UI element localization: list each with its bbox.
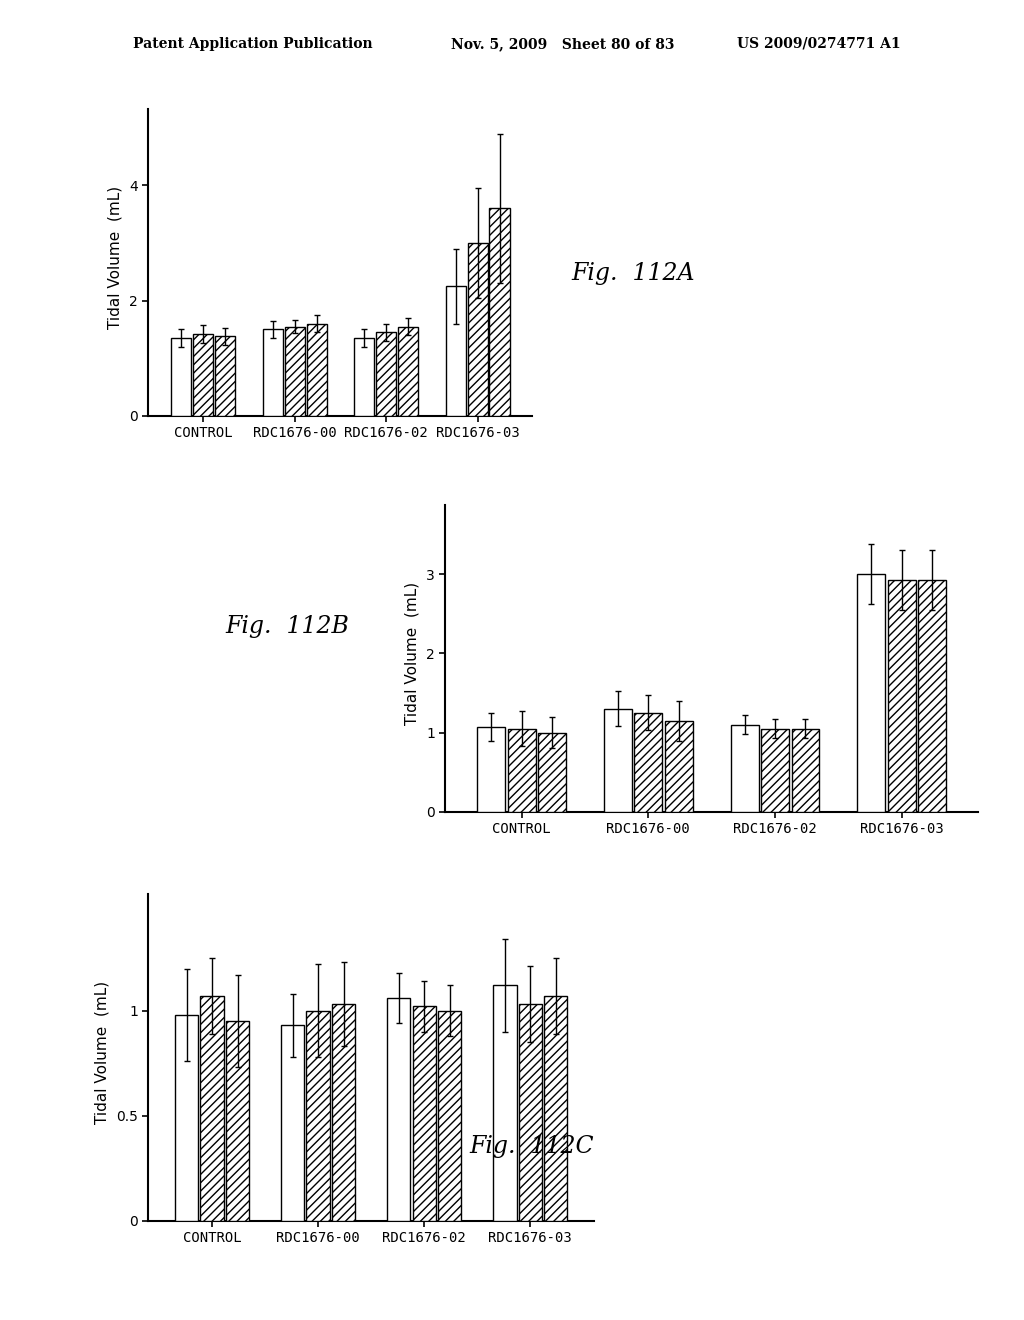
Bar <box>468 243 487 416</box>
Bar <box>919 579 946 812</box>
Bar <box>332 1005 355 1221</box>
Bar <box>538 733 566 812</box>
Bar <box>544 995 567 1221</box>
Bar <box>445 286 466 416</box>
Bar <box>201 995 224 1221</box>
Bar <box>792 729 819 812</box>
Bar <box>226 1022 249 1221</box>
Bar <box>494 985 516 1221</box>
Bar <box>171 338 191 416</box>
Text: Fig.  112C: Fig. 112C <box>469 1135 594 1159</box>
Bar <box>731 725 759 812</box>
Text: US 2009/0274771 A1: US 2009/0274771 A1 <box>737 37 901 51</box>
Bar <box>306 1011 330 1221</box>
Bar <box>477 727 505 812</box>
Bar <box>263 330 283 416</box>
Y-axis label: Tidal Volume  (mL): Tidal Volume (mL) <box>404 582 419 725</box>
Text: Patent Application Publication: Patent Application Publication <box>133 37 373 51</box>
Bar <box>857 574 886 812</box>
Bar <box>387 998 411 1221</box>
Bar <box>306 323 327 416</box>
Bar <box>281 1026 304 1221</box>
Bar <box>194 334 213 416</box>
Text: Nov. 5, 2009   Sheet 80 of 83: Nov. 5, 2009 Sheet 80 of 83 <box>451 37 674 51</box>
Bar <box>508 729 536 812</box>
Bar <box>398 326 418 416</box>
Bar <box>518 1005 542 1221</box>
Bar <box>489 209 510 416</box>
Bar <box>285 326 305 416</box>
Bar <box>761 729 790 812</box>
Bar <box>888 579 915 812</box>
Bar <box>604 709 632 812</box>
Bar <box>413 1006 436 1221</box>
Bar <box>634 713 663 812</box>
Bar <box>175 1015 199 1221</box>
Bar <box>376 333 396 416</box>
Text: Fig.  112A: Fig. 112A <box>571 261 694 285</box>
Bar <box>215 337 236 416</box>
Text: Fig.  112B: Fig. 112B <box>225 615 349 639</box>
Bar <box>438 1011 462 1221</box>
Y-axis label: Tidal Volume  (mL): Tidal Volume (mL) <box>108 186 123 329</box>
Bar <box>665 721 692 812</box>
Y-axis label: Tidal Volume  (mL): Tidal Volume (mL) <box>94 981 110 1125</box>
Bar <box>354 338 375 416</box>
